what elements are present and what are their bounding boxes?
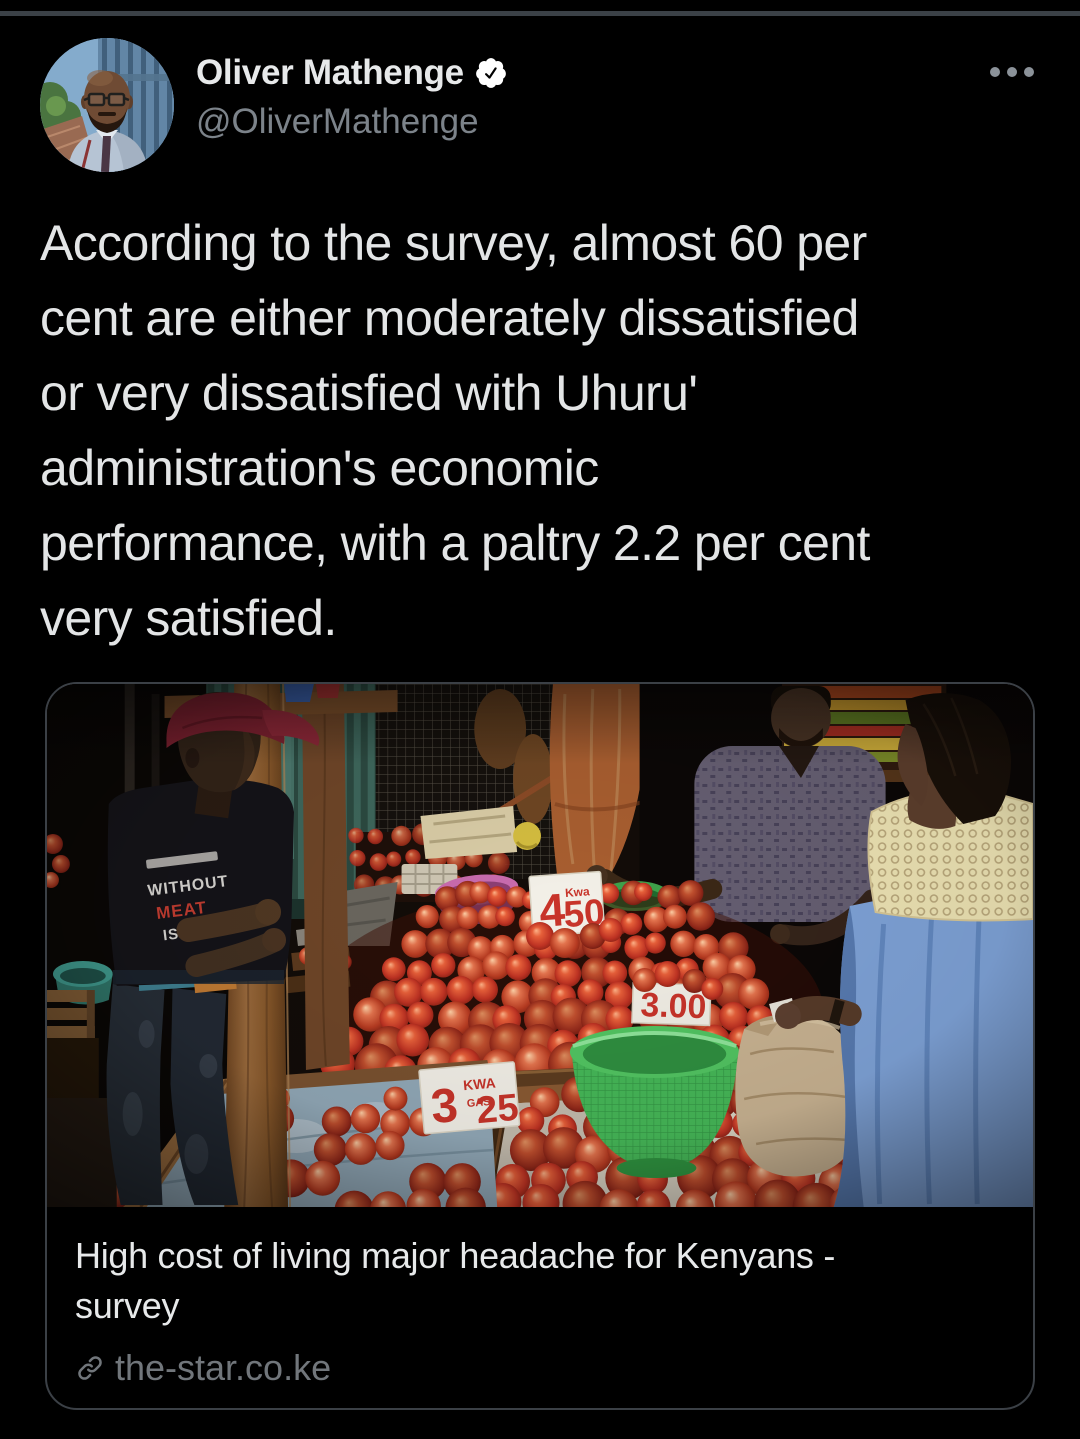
dot-icon — [990, 67, 1000, 77]
verified-badge-icon — [474, 56, 508, 90]
card-link-row: the-star.co.ke — [75, 1347, 1005, 1389]
display-name: Oliver Mathenge — [196, 53, 464, 92]
avatar-illustration — [40, 38, 174, 172]
top-divider — [0, 11, 1080, 16]
link-icon — [75, 1353, 105, 1383]
link-card[interactable]: 4 Kwa 50 3.00 — [45, 682, 1035, 1410]
card-domain: the-star.co.ke — [115, 1347, 332, 1388]
tweet-text: According to the survey, almost 60 per c… — [40, 215, 870, 646]
user-name-row[interactable]: Oliver Mathenge — [196, 53, 508, 93]
card-body: High cost of living major headache for K… — [47, 1207, 1033, 1389]
more-options-button[interactable] — [990, 67, 1034, 77]
user-handle[interactable]: @OliverMathenge — [196, 102, 479, 141]
avatar[interactable] — [40, 38, 174, 172]
market-photo: 4 Kwa 50 3.00 — [47, 684, 1033, 1207]
dot-icon — [1024, 67, 1034, 77]
dot-icon — [1007, 67, 1017, 77]
card-title: High cost of living major headache for K… — [75, 1235, 836, 1326]
